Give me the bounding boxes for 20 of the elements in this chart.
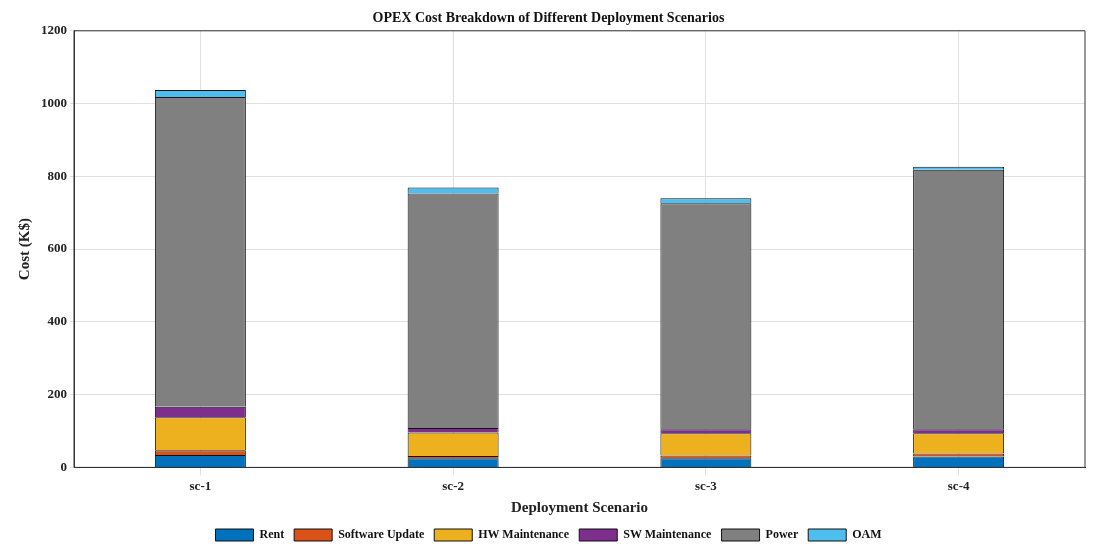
y-axis-title: Cost (K$) bbox=[15, 218, 33, 281]
legend-label: Power bbox=[765, 527, 799, 542]
legend-label: Software Update bbox=[338, 527, 425, 542]
legend-label: OAM bbox=[852, 527, 882, 542]
legend-label: HW Maintenance bbox=[478, 527, 570, 542]
legend-label: Rent bbox=[259, 527, 285, 542]
x-tick-label: sc-3 bbox=[695, 477, 718, 493]
y-tick-label: 600 bbox=[47, 240, 67, 256]
chart-title: OPEX Cost Breakdown of Different Deployment Scenarios bbox=[372, 10, 725, 26]
x-axis-title: Deployment Scenario bbox=[510, 498, 649, 515]
x-tick-label: sc-2 bbox=[442, 477, 464, 493]
x-tick-label: sc-1 bbox=[189, 477, 212, 493]
y-tick-label: 1200 bbox=[41, 22, 67, 38]
y-tick-label: 200 bbox=[47, 385, 67, 401]
y-tick-label: 1000 bbox=[41, 94, 67, 110]
y-tick-label: 400 bbox=[47, 313, 67, 329]
y-tick-label: 0 bbox=[60, 458, 67, 474]
x-tick-label: sc-4 bbox=[947, 477, 970, 493]
y-tick-label: 800 bbox=[47, 167, 67, 183]
legend-label: SW Maintenance bbox=[623, 527, 713, 542]
